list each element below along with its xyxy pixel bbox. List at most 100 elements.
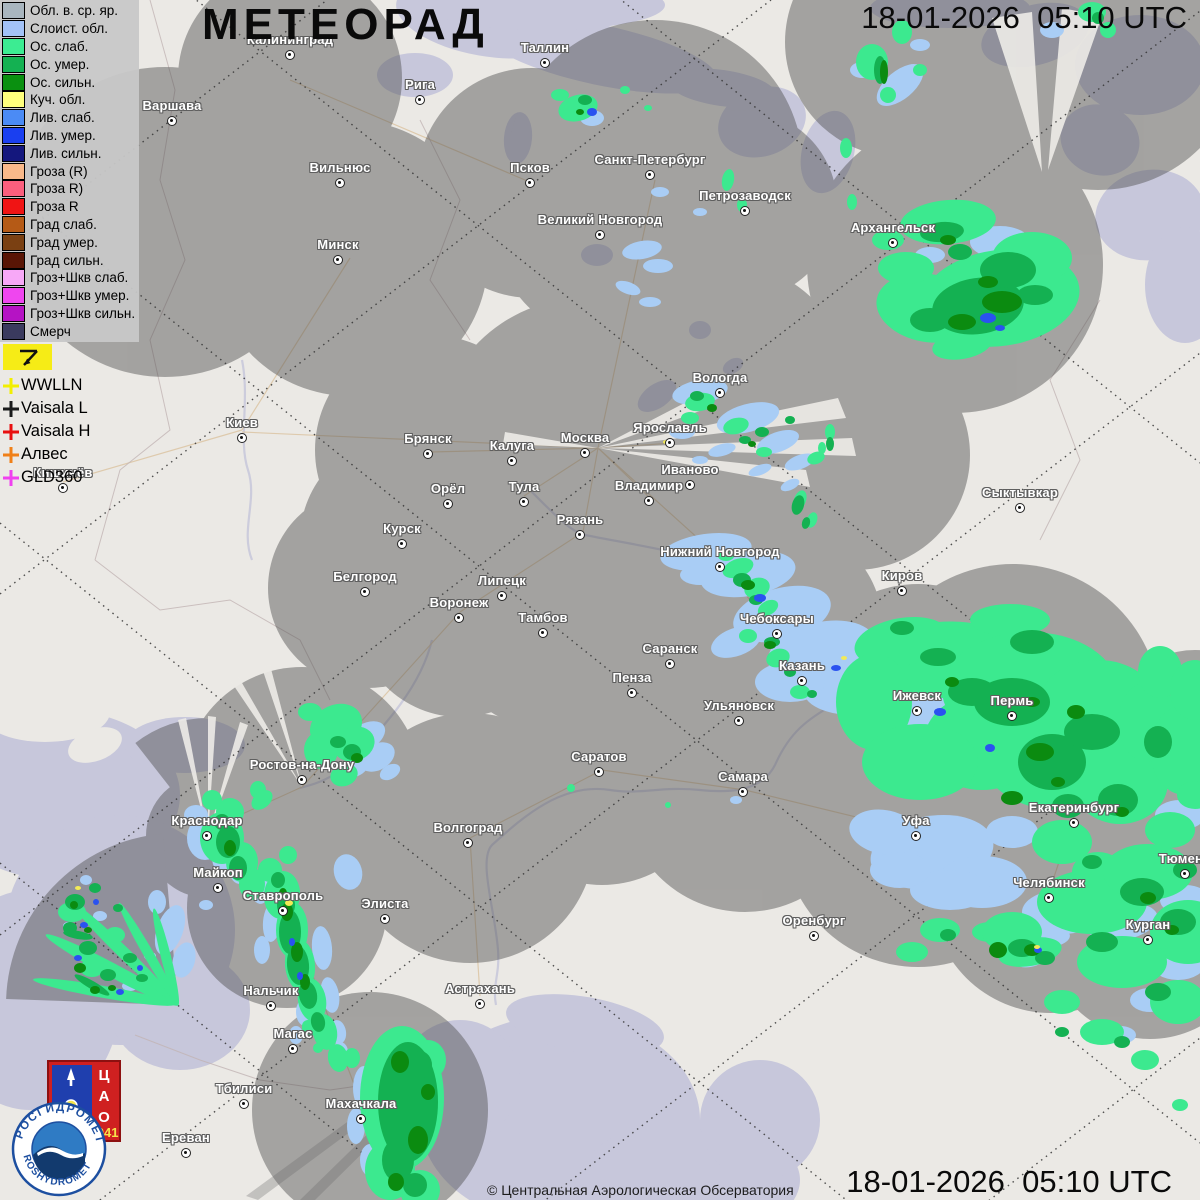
legend-label: Лив. слаб. [30, 110, 95, 126]
city-marker [443, 499, 453, 509]
legend-swatch [2, 20, 25, 38]
legend-label: Лив. умер. [30, 127, 96, 143]
city-marker [580, 448, 590, 458]
cao-letter-2: А [99, 1088, 110, 1105]
legend-row: Град слаб. [2, 215, 139, 234]
city-label: Воронеж [429, 595, 489, 610]
legend-swatch [2, 233, 25, 251]
city-marker [897, 586, 907, 596]
precip-heavy-darkgreen [70, 60, 1179, 1191]
legend-swatch [2, 109, 25, 127]
city-label: Уфа [902, 813, 930, 828]
city-label: Псков [510, 160, 550, 175]
legend-swatch [2, 198, 25, 216]
legend-row: Гроза R) [2, 180, 139, 198]
legend-swatch [2, 55, 25, 73]
legend-label: Ос. сильн. [30, 74, 96, 90]
attribution: © Центральная Аэрологическая Обсерватори… [487, 1182, 794, 1198]
city-marker [797, 676, 807, 686]
legend-row: Гроза (R) [2, 162, 139, 180]
lightning-row: WWLLN [2, 374, 90, 397]
city-marker [237, 433, 247, 443]
city-marker [58, 483, 68, 493]
city-marker [685, 480, 695, 490]
legend-label: Град слаб. [30, 216, 97, 232]
city-marker [809, 931, 819, 941]
city-marker [1044, 893, 1054, 903]
city-marker [1143, 935, 1153, 945]
legend-label: Гроз+Шкв слаб. [30, 270, 129, 286]
city-label: Пермь [990, 693, 1034, 708]
city-label: Киров [881, 568, 923, 583]
city-label: Рига [404, 77, 436, 92]
city-marker [266, 1001, 276, 1011]
legend-swatch [2, 162, 25, 180]
city-label: Кишинёв [33, 465, 93, 480]
city-label: Великий Новгород [537, 212, 663, 227]
legend-label: Ос. слаб. [30, 38, 89, 54]
tornado-icon [19, 349, 38, 366]
city-label: Саранск [642, 641, 698, 656]
city-label: Курган [1125, 917, 1171, 932]
legend-row: Куч. обл. [2, 91, 139, 109]
city-marker [740, 206, 750, 216]
legend-label: Град умер. [30, 234, 98, 250]
city-label: Майкоп [193, 865, 243, 880]
legend-swatch [2, 269, 25, 287]
legend-swatch [2, 287, 25, 305]
city-label: Казань [778, 658, 826, 673]
city-marker [397, 539, 407, 549]
legend-label: Куч. обл. [30, 92, 86, 108]
city-marker [912, 706, 922, 716]
city-marker [278, 906, 288, 916]
city-marker [734, 716, 744, 726]
city-marker [423, 449, 433, 459]
city-marker [454, 613, 464, 623]
legend-label: Гроз+Шкв сильн. [30, 305, 136, 321]
legend-row: Лив. слаб. [2, 109, 139, 127]
city-label: Петрозаводск [699, 188, 791, 203]
legend-row: Град умер. [2, 233, 139, 251]
city-marker [1007, 711, 1017, 721]
lightning-network-label: Vaisala L [21, 399, 88, 417]
lightning-cross-icon [2, 469, 20, 487]
legend-label: Гроз+Шкв умер. [30, 288, 130, 304]
city-label: Элиста [361, 896, 409, 911]
city-label: Саратов [571, 749, 627, 764]
city-label: Челябинск [1013, 875, 1085, 890]
lightning-network-label: WWLLN [21, 376, 83, 394]
lightning-row: Алвес [2, 443, 90, 466]
legend-row: Гроз+Шкв умер. [2, 287, 139, 305]
city-label: Самара [718, 769, 768, 784]
city-marker [627, 688, 637, 698]
tornado-symbol-box [3, 344, 52, 370]
timestamp-top: 18-01-2026 05:10 UTC [861, 0, 1187, 35]
cumulus-yellow-specks [75, 440, 1040, 949]
legend-swatch [2, 144, 25, 162]
city-marker [575, 530, 585, 540]
city-label: Липецк [478, 573, 526, 588]
legend-swatch [2, 251, 25, 269]
legend-row: Град сильн. [2, 251, 139, 269]
city-label: Курск [383, 521, 421, 536]
city-marker [181, 1148, 191, 1158]
city-marker [665, 438, 675, 448]
city-marker [415, 95, 425, 105]
city-marker [1015, 503, 1025, 513]
city-label: Варшава [142, 98, 202, 113]
city-marker [202, 831, 212, 841]
legend-label: Град сильн. [30, 252, 104, 268]
city-marker [540, 58, 550, 68]
city-marker [665, 659, 675, 669]
legend-label: Гроза R) [30, 181, 84, 197]
city-marker [911, 831, 921, 841]
city-label: Ставрополь [242, 888, 324, 903]
legend-swatch [2, 37, 25, 55]
legend-label: Ос. умер. [30, 56, 90, 72]
legend-label: Гроза R [30, 199, 79, 215]
legend-label: Слоист. обл. [30, 21, 109, 37]
legend-label: Обл. в. ср. яр. [30, 3, 119, 19]
city-marker [360, 587, 370, 597]
